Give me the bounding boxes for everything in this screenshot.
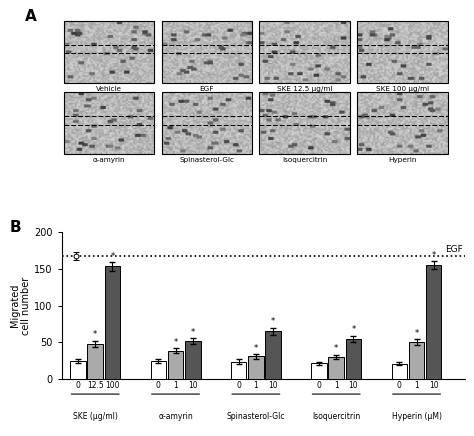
Text: *: * [254,344,258,353]
Bar [231,361,246,379]
Y-axis label: Migrated
cell number: Migrated cell number [9,276,31,335]
Text: *: * [351,325,356,334]
Text: *: * [110,252,115,261]
Text: Spinasterol-Glc: Spinasterol-Glc [179,157,234,164]
Bar [162,21,252,83]
Bar [265,331,281,379]
Text: *: * [334,344,338,354]
Bar [357,21,448,83]
Bar [168,351,183,379]
Bar [311,363,327,379]
Bar [70,361,86,379]
Bar [259,21,350,83]
Text: Hyperin (μM): Hyperin (μM) [392,412,441,421]
Text: α-amyrin: α-amyrin [93,157,125,164]
Bar [328,357,344,379]
Text: Hyperin: Hyperin [389,157,417,164]
Text: *: * [173,338,178,347]
Text: Vehicle: Vehicle [96,86,122,92]
Bar [409,342,424,379]
Text: α-amyrin: α-amyrin [158,412,193,421]
Bar [426,265,441,379]
Text: SKE (μg/ml): SKE (μg/ml) [73,412,118,421]
Bar [357,92,448,154]
Bar [392,364,407,379]
Bar [64,21,155,83]
Text: Spinasterol-Glc: Spinasterol-Glc [227,412,285,421]
Bar [248,357,264,379]
Text: EGF: EGF [445,245,463,254]
Bar [105,266,120,379]
Text: Isoquercitrin: Isoquercitrin [312,412,360,421]
Text: *: * [93,330,97,340]
Text: *: * [271,317,275,326]
Bar [185,341,201,379]
Text: EGF: EGF [200,86,214,92]
Text: Isoquercitrin: Isoquercitrin [282,157,328,164]
Text: B: B [9,220,21,235]
Bar [151,361,166,379]
Text: SKE 12.5 μg/ml: SKE 12.5 μg/ml [277,86,332,92]
Bar [259,92,350,154]
Bar [346,339,361,379]
Text: *: * [414,329,419,338]
Bar [162,92,252,154]
Text: A: A [26,9,37,24]
Text: SKE 100 μg/ml: SKE 100 μg/ml [376,86,429,92]
Bar [88,344,103,379]
Text: *: * [191,327,195,337]
Text: *: * [432,251,436,260]
Bar [64,92,155,154]
